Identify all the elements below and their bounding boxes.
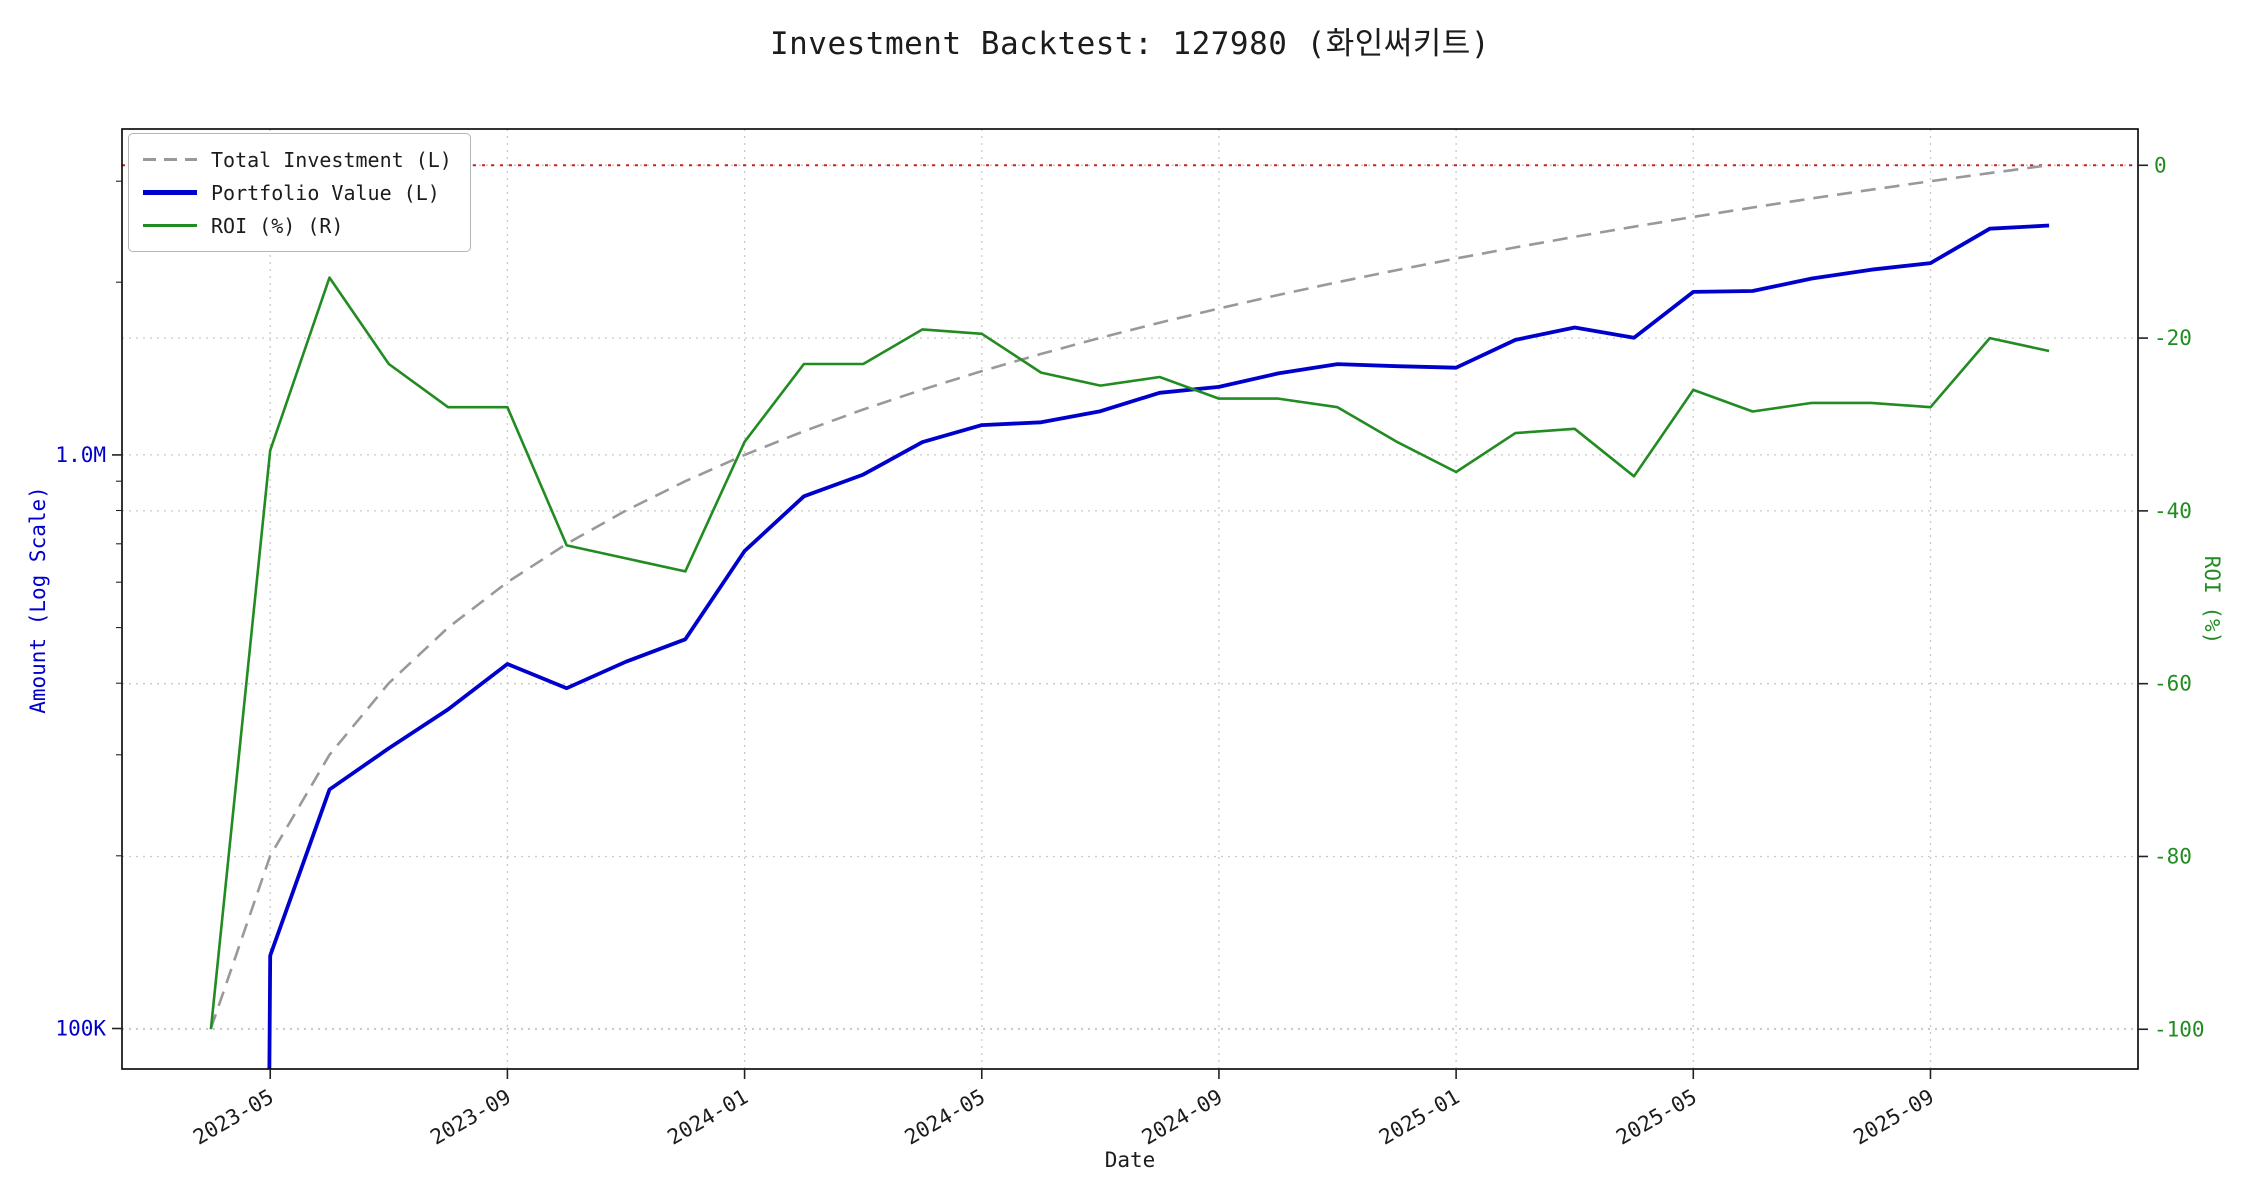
y-right-tick-label: -100 bbox=[2154, 1017, 2205, 1041]
x-tick-label: 2023-09 bbox=[426, 1085, 515, 1150]
legend-label-portfolio-value: Portfolio Value (L) bbox=[211, 180, 440, 205]
y-right-tick-label: 0 bbox=[2154, 153, 2167, 177]
solid-blue-line-sample-icon bbox=[143, 190, 197, 195]
solid-green-line-sample-icon bbox=[143, 223, 197, 228]
x-tick-label: 2024-09 bbox=[1138, 1085, 1227, 1150]
series-line-total-investment bbox=[209, 163, 2050, 1029]
y-left-tick-label: 100K bbox=[55, 1017, 106, 1041]
y-left-tick-label: 1.0M bbox=[55, 443, 106, 467]
legend-item-total-investment: Total Investment (L) bbox=[143, 143, 452, 176]
legend: Total Investment (L) Portfolio Value (L)… bbox=[128, 133, 471, 252]
legend-item-roi: ROI (%) (R) bbox=[143, 209, 452, 242]
legend-label-total-investment: Total Investment (L) bbox=[211, 147, 452, 172]
x-tick-label: 2023-05 bbox=[189, 1085, 278, 1150]
x-tick-label: 2025-05 bbox=[1612, 1085, 1701, 1150]
x-tick-label: 2024-01 bbox=[663, 1085, 752, 1150]
x-tick-label: 2024-05 bbox=[901, 1085, 990, 1150]
legend-label-roi: ROI (%) (R) bbox=[211, 213, 344, 238]
chart-title: Investment Backtest: 127980 (화인써키트) bbox=[769, 26, 1490, 62]
series-line-portfolio-value bbox=[267, 223, 2050, 1069]
y-axis-left-label: Amount (Log Scale) bbox=[26, 486, 50, 714]
y-right-tick-label: -60 bbox=[2154, 672, 2192, 696]
x-tick-label: 2025-01 bbox=[1375, 1085, 1464, 1150]
x-axis-label: Date bbox=[1104, 1148, 1156, 1172]
y-axis-right-label: ROI (%) bbox=[2200, 555, 2224, 645]
y-right-tick-label: -80 bbox=[2154, 844, 2192, 868]
y-right-tick-label: -40 bbox=[2154, 499, 2192, 523]
plot-border bbox=[121, 128, 2139, 1070]
x-tick-label: 2025-09 bbox=[1849, 1085, 1938, 1150]
legend-item-portfolio-value: Portfolio Value (L) bbox=[143, 176, 452, 209]
series-line-roi bbox=[209, 276, 2050, 1030]
dashed-line-sample-icon bbox=[143, 157, 197, 162]
y-right-tick-label: -20 bbox=[2154, 326, 2192, 350]
